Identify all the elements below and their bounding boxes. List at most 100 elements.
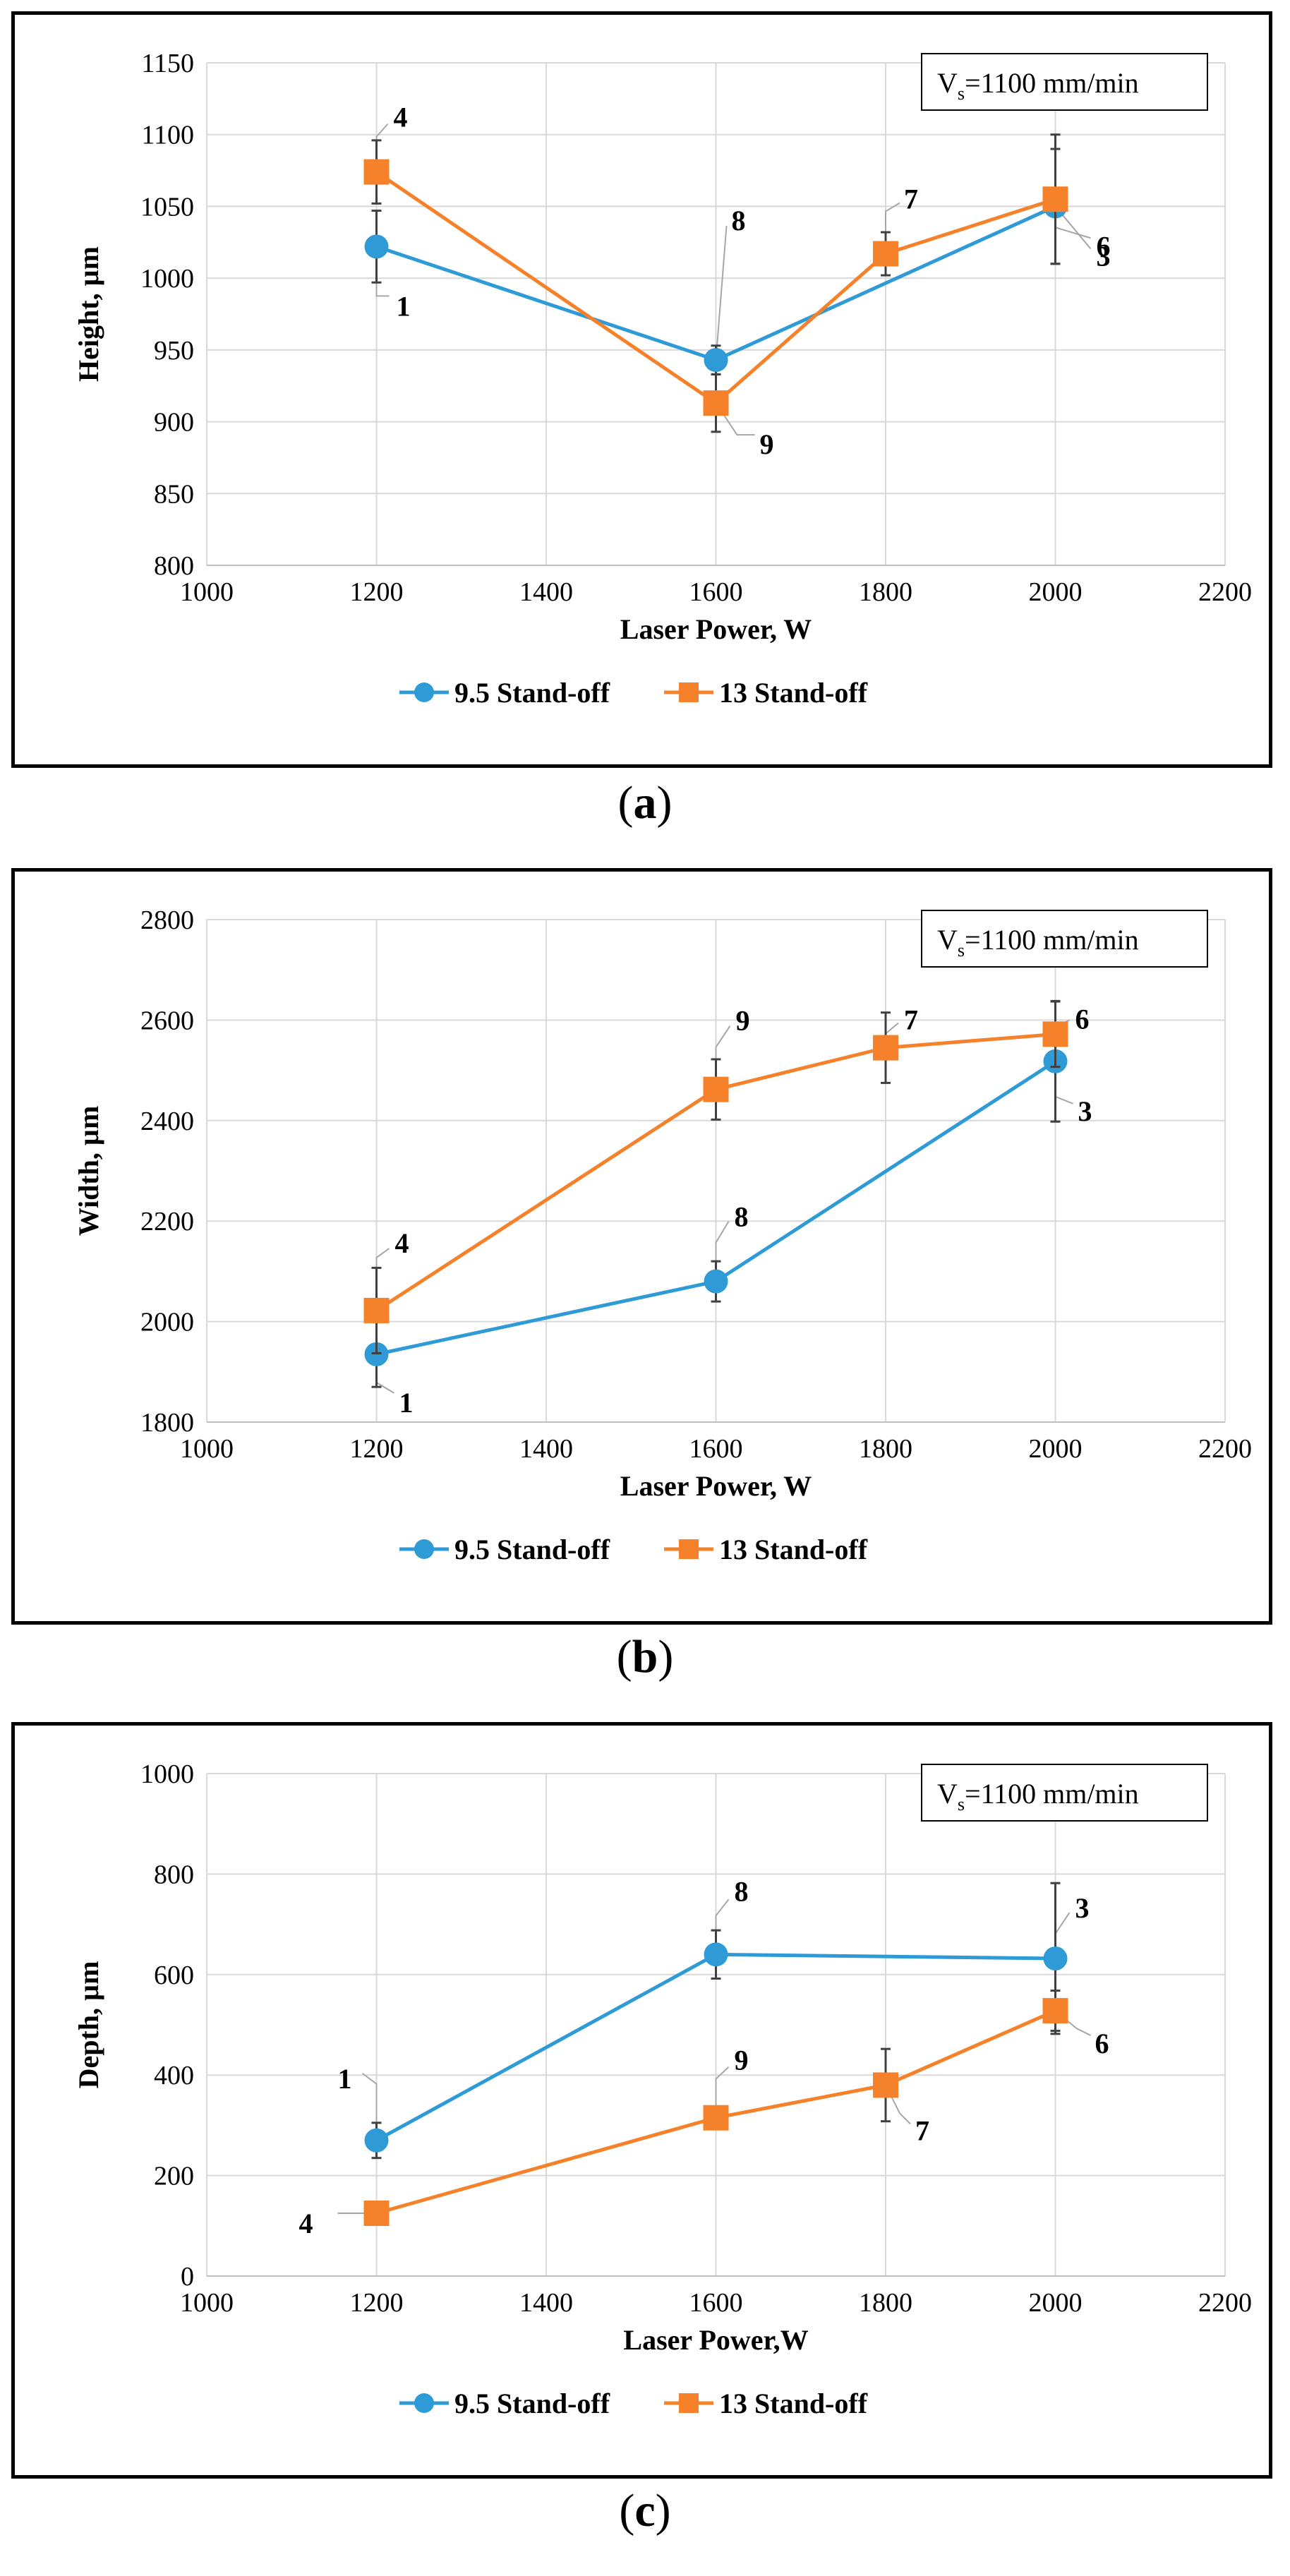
y-tick-label: 900 <box>154 408 194 438</box>
series-line-2 <box>375 2009 1056 2215</box>
x-tick-label: 1200 <box>350 1434 404 1464</box>
speed-label: Vs=1100 mm/min <box>937 924 1139 961</box>
data-point-square <box>363 2201 390 2226</box>
y-axis-label: Height, µm <box>73 246 104 382</box>
data-point-circle <box>364 2128 389 2153</box>
x-axis-label: Laser Power, W <box>620 1470 812 1502</box>
legend-label-1: 9.5 Stand-off <box>454 677 610 709</box>
data-point-square <box>703 390 729 416</box>
y-tick-label: 1100 <box>141 121 194 150</box>
chart-c-svg: 0 200 400 600 800 1000 1000 1200 1400 1600 1800 200… <box>73 1759 1252 2419</box>
speed-label: Vs=1100 mm/min <box>937 1778 1139 1814</box>
y-tick-label: 1000 <box>140 1759 194 1789</box>
y-tick-label: 200 <box>154 2162 194 2191</box>
y-tick-label: 1150 <box>141 49 194 78</box>
annotation-label: 4 <box>299 2208 313 2239</box>
annotation-label: 8 <box>735 1875 749 1907</box>
annotation-leader <box>361 2072 378 2141</box>
legend-label-2: 13 Stand-off <box>719 1534 868 1565</box>
x-tick-label: 1800 <box>859 2288 912 2318</box>
annotation-label: 4 <box>394 102 408 133</box>
data-point-square <box>1042 1998 1068 2024</box>
legend-label-1: 9.5 Stand-off <box>454 1534 610 1565</box>
data-point-square <box>703 1076 729 1102</box>
x-axis-label: Laser Power,W <box>623 2324 808 2356</box>
caption-c: (c) <box>619 2485 671 2536</box>
annotation-label: 7 <box>904 183 918 215</box>
data-point-square <box>873 1035 898 1061</box>
annotation-leader <box>715 2066 730 2118</box>
legend-marker-1 <box>414 2393 434 2413</box>
x-tick-label: 1000 <box>180 1434 234 1464</box>
x-tick-label: 1800 <box>859 577 912 607</box>
y-tick-label: 1000 <box>140 264 194 294</box>
x-tick-label: 1400 <box>519 577 573 607</box>
x-tick-label: 1000 <box>180 577 234 607</box>
x-tick-label: 1600 <box>689 2288 743 2318</box>
data-point-circle <box>1043 1946 1068 1971</box>
annotation-label: 3 <box>1078 1095 1092 1127</box>
annotation-label: 3 <box>1075 1892 1090 1924</box>
x-tick-label: 1200 <box>350 577 404 607</box>
x-tick-label: 1400 <box>519 2288 573 2318</box>
annotation-label: 6 <box>1095 2028 1109 2059</box>
annotation-label: 1 <box>399 1387 414 1419</box>
x-tick-label: 1000 <box>180 2288 234 2318</box>
data-point-square <box>363 159 390 185</box>
x-tick-label: 1600 <box>689 577 743 607</box>
y-tick-label: 0 <box>181 2262 194 2292</box>
annotation-label: 9 <box>736 1005 750 1037</box>
y-tick-label: 2800 <box>140 905 194 935</box>
annotation-leader <box>715 226 728 361</box>
chart-a-svg: 800 850 900 950 1000 1050 1100 1150 1000 1200 1400… <box>73 49 1252 709</box>
data-point-circle <box>704 1269 728 1294</box>
annotation-label: 1 <box>397 290 411 322</box>
y-tick-label: 2600 <box>140 1006 194 1035</box>
legend-marker-2 <box>679 682 699 702</box>
y-tick-label: 1050 <box>140 192 194 222</box>
x-tick-label: 1200 <box>350 2288 404 2318</box>
y-tick-label: 800 <box>154 1860 194 1889</box>
x-tick-label: 2200 <box>1198 577 1252 607</box>
speed-box <box>921 53 1208 111</box>
annotation-label: 6 <box>1097 230 1111 262</box>
annotation-label: 6 <box>1075 1003 1090 1035</box>
caption-a: (a) <box>617 777 673 829</box>
chart-panel-b: 1800 2000 2200 2400 2600 2800 1000 1200 1400 1600… <box>11 868 1272 1625</box>
x-tick-label: 2000 <box>1029 577 1083 607</box>
annotation-label: 7 <box>904 1004 918 1036</box>
y-axis-label: Depth, µm <box>73 1961 104 2089</box>
data-point-square <box>1042 186 1068 212</box>
annotation-label: 9 <box>760 428 774 460</box>
legend-label-2: 13 Stand-off <box>719 677 868 709</box>
x-tick-label: 2000 <box>1029 2288 1083 2318</box>
annotation-label: 9 <box>735 2045 749 2076</box>
chart-panel-c: 0 200 400 600 800 1000 1000 1200 1400 1600 1800 200… <box>11 1722 1272 2479</box>
y-tick-label: 2400 <box>140 1107 194 1136</box>
annotation-label: 8 <box>735 1201 749 1233</box>
annotation-label: 4 <box>395 1227 409 1259</box>
legend-marker-2 <box>679 2393 699 2413</box>
data-point-square <box>703 2105 729 2131</box>
y-tick-label: 2000 <box>140 1308 194 1337</box>
y-axis-label: Width, µm <box>73 1106 104 1236</box>
x-axis-label: Laser Power, W <box>620 613 812 645</box>
x-tick-label: 1400 <box>519 1434 573 1464</box>
annotation-label: 3 <box>1097 240 1111 272</box>
y-tick-label: 800 <box>154 551 194 581</box>
y-tick-label: 2200 <box>140 1207 194 1236</box>
speed-label: Vs=1100 mm/min <box>937 67 1139 104</box>
speed-box <box>921 1764 1208 1822</box>
legend-marker-1 <box>414 1539 434 1559</box>
series-line-2 <box>375 1032 1056 1313</box>
x-tick-label: 2200 <box>1198 2288 1252 2318</box>
annotation-label: 7 <box>915 2114 929 2146</box>
data-point-square <box>1042 1021 1068 1047</box>
legend-marker-1 <box>414 682 434 702</box>
x-tick-label: 1800 <box>859 1434 912 1464</box>
y-tick-label: 850 <box>154 479 194 509</box>
data-point-square <box>873 241 898 267</box>
x-tick-label: 2200 <box>1198 1434 1252 1464</box>
y-tick-label: 400 <box>154 2061 194 2090</box>
data-point-circle <box>364 234 389 259</box>
